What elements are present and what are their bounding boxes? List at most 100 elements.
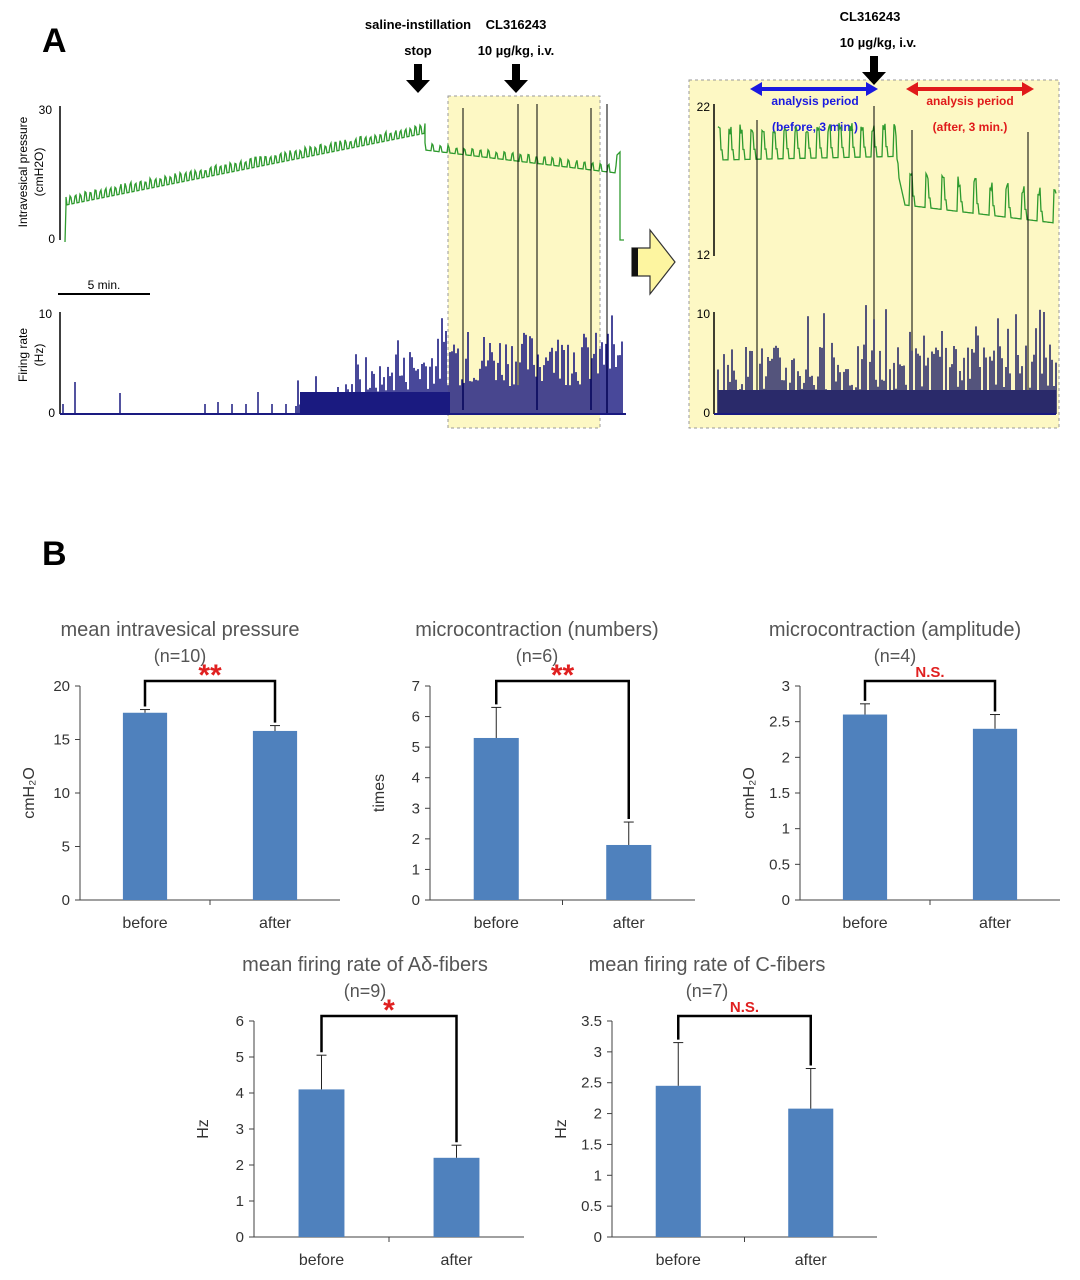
y-tick-label: 4 [412, 770, 420, 787]
bar-after [606, 844, 652, 900]
y-axis-label: cmH₂O [741, 767, 758, 819]
zoom-arrow-stem [632, 248, 638, 276]
pressure-ylabel-unit: (cmH2O) [32, 148, 46, 197]
y-axis-label: Hz [553, 1119, 570, 1139]
significance-label: ** [551, 659, 575, 692]
inset-drug-dose: 10 µg/kg, i.v. [840, 35, 917, 50]
inset-firing-bottom-tick: 0 [703, 406, 710, 420]
y-tick-label: 2.5 [769, 714, 790, 731]
firing-ylabel-unit: (Hz) [32, 344, 46, 367]
saline-arrow [406, 64, 430, 93]
firing-bars [62, 315, 623, 414]
y-tick-label: 0 [594, 1229, 602, 1246]
drug-arrow [504, 64, 528, 93]
y-tick-label: 2 [412, 831, 420, 848]
bar-before [122, 712, 168, 900]
y-tick-label: 5 [236, 1049, 244, 1066]
y-tick-label: 10 [53, 785, 70, 802]
after-analysis-sublabel: (after, 3 min.) [933, 120, 1008, 134]
x-tick-label: before [474, 915, 519, 932]
after-arrow-right-head [1022, 82, 1034, 96]
y-tick-label: 3 [412, 800, 420, 817]
y-axis-label: times [371, 774, 388, 812]
event-markers [462, 104, 608, 414]
bar-after [972, 728, 1018, 900]
scale-bar-label: 5 min. [88, 278, 121, 292]
bar-chart-5: mean firing rate of C-fibers (n=7) 0 0.5 1 1.… [553, 954, 877, 1269]
y-tick-label: 1.5 [769, 785, 790, 802]
bar-before [298, 1089, 345, 1237]
y-tick-label: 1.5 [581, 1136, 602, 1153]
significance-bracket [677, 1014, 812, 1066]
panel-a: A saline-instillation stop CL316243 10 µ… [16, 9, 1060, 429]
firing-bottom-tick: 0 [48, 406, 55, 420]
bar-chart-4: mean firing rate of Aδ-fibers (n=9) 0 1 2 3 4 5… [195, 954, 524, 1269]
y-tick-label: 3 [594, 1044, 602, 1061]
y-tick-label: 0 [412, 892, 420, 909]
inset-pressure-trace [717, 122, 1057, 224]
chart-subtitle: (n=7) [686, 981, 729, 1001]
chart-subtitle: (n=9) [344, 981, 387, 1001]
x-tick-label: after [795, 1252, 828, 1269]
significance-bracket [143, 679, 277, 723]
y-tick-label: 7 [412, 678, 420, 695]
x-tick-label: before [299, 1252, 344, 1269]
x-tick-label: after [979, 915, 1012, 932]
y-tick-label: 1 [594, 1167, 602, 1184]
x-tick-label: before [122, 915, 167, 932]
zoom-arrow-icon [631, 228, 676, 296]
bar-chart-1: mean intravesical pressure (n=10) 0 5 10 15 20… [21, 619, 340, 932]
y-tick-label: 5 [62, 839, 70, 856]
inset-panel: CL316243 10 µg/kg, i.v. analysis period … [688, 9, 1060, 429]
y-axis-label: Hz [195, 1119, 212, 1139]
x-tick-label: before [656, 1252, 701, 1269]
bar-before [842, 714, 888, 900]
chart-title: mean firing rate of Aδ-fibers [242, 954, 488, 976]
after-arrow-left-head [906, 82, 918, 96]
y-tick-label: 6 [412, 709, 420, 726]
chart-subtitle: (n=10) [154, 646, 207, 666]
inset-drug-arrow [862, 56, 886, 85]
pressure-ylabel: Intravesical pressure [16, 116, 30, 227]
firing-ylabel: Firing rate [16, 328, 30, 382]
pressure-bottom-tick: 0 [48, 232, 55, 246]
before-analysis-label: analysis period [771, 94, 858, 108]
significance-label: N.S. [915, 664, 944, 681]
inset-drug-name: CL316243 [840, 9, 901, 24]
significance-bracket [320, 1014, 458, 1143]
significance-bracket [863, 679, 997, 712]
bar-after [788, 1108, 834, 1237]
y-tick-label: 0 [62, 892, 70, 909]
bar-after [252, 730, 298, 900]
y-tick-label: 2 [594, 1106, 602, 1123]
y-tick-label: 3 [782, 678, 790, 695]
y-tick-label: 2 [236, 1157, 244, 1174]
y-tick-label: 3.5 [581, 1013, 602, 1030]
bar-before [655, 1085, 701, 1237]
bar-after [433, 1157, 480, 1237]
before-arrow-left-head [750, 82, 762, 96]
y-tick-label: 2.5 [581, 1075, 602, 1092]
bar-charts: mean intravesical pressure(n=10)05101520… [21, 619, 1060, 1269]
bar-chart-2: microcontraction (numbers) (n=6) 0 1 2 3 4 5 6 7 t… [371, 619, 695, 932]
firing-top-tick: 10 [39, 307, 53, 321]
significance-bracket [495, 679, 630, 820]
chart-title: microcontraction (numbers) [415, 619, 658, 641]
y-tick-label: 0 [236, 1229, 244, 1246]
after-analysis-label: analysis period [926, 94, 1013, 108]
y-tick-label: 20 [53, 678, 70, 695]
y-tick-label: 0.5 [581, 1198, 602, 1215]
x-tick-label: before [842, 915, 887, 932]
y-tick-label: 15 [53, 732, 70, 749]
inset-pressure-top-tick: 22 [697, 100, 711, 114]
inset-firing-top-tick: 10 [697, 307, 711, 321]
y-tick-label: 2 [782, 749, 790, 766]
y-tick-label: 3 [236, 1121, 244, 1138]
chart-title: mean firing rate of C-fibers [589, 954, 826, 976]
y-tick-label: 0 [782, 892, 790, 909]
y-tick-label: 1 [782, 821, 790, 838]
chart-subtitle: (n=4) [874, 646, 917, 666]
x-tick-label: after [440, 1252, 473, 1269]
x-tick-label: after [613, 915, 646, 932]
